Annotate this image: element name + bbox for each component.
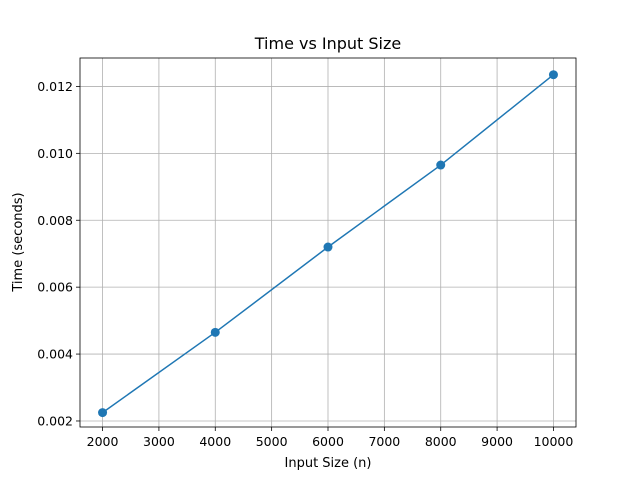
x-tick-label: 7000: [368, 434, 400, 449]
y-tick-label: 0.010: [37, 146, 73, 161]
y-tick-label: 0.002: [37, 413, 73, 428]
y-axis-label: Time (seconds): [11, 192, 26, 292]
x-tick-label: 10000: [534, 434, 574, 449]
data-point: [98, 408, 108, 418]
x-tick-label: 8000: [425, 434, 457, 449]
y-tick-label: 0.006: [37, 280, 73, 295]
y-tick-label: 0.012: [37, 79, 73, 94]
data-point: [436, 160, 446, 170]
y-tick-label: 0.008: [37, 213, 73, 228]
data-point: [548, 70, 558, 80]
x-axis: 2000 3000 4000 5000 6000 7000 8000 9000 10000: [87, 427, 574, 449]
x-tick-label: 3000: [143, 434, 175, 449]
chart-title: Time vs Input Size: [254, 34, 402, 53]
grid: [80, 58, 576, 427]
data-point: [323, 242, 333, 252]
x-tick-label: 4000: [199, 434, 231, 449]
y-axis: 0.002 0.004 0.006 0.008 0.010 0.012: [37, 79, 80, 428]
x-tick-label: 5000: [256, 434, 288, 449]
data-point: [210, 327, 220, 337]
x-tick-label: 9000: [481, 434, 513, 449]
x-tick-label: 6000: [312, 434, 344, 449]
y-tick-label: 0.004: [37, 347, 73, 362]
x-tick-label: 2000: [87, 434, 119, 449]
x-axis-label: Input Size (n): [285, 456, 372, 471]
series-group: [98, 70, 558, 418]
